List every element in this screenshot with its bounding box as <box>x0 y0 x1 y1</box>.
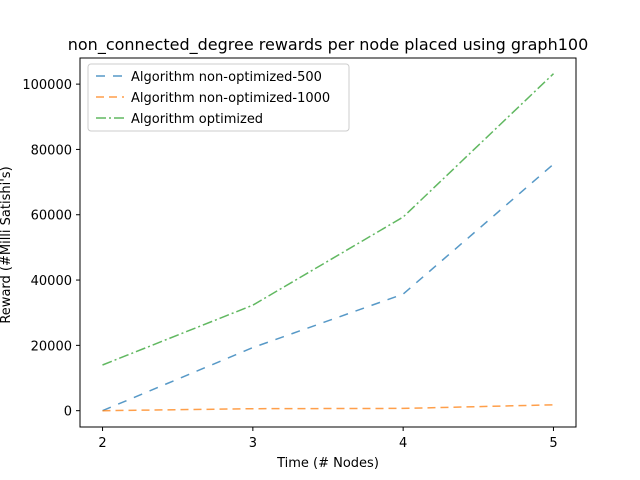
x-axis-label: Time (# Nodes) <box>276 456 379 471</box>
y-tick-label: 0 <box>64 405 72 420</box>
legend-box <box>87 63 350 132</box>
series-line-2 <box>102 404 554 412</box>
series-line-3 <box>102 73 555 366</box>
series-line-1 <box>102 163 554 412</box>
y-axis-label: Reward (#Milli Satishi's) <box>0 166 14 323</box>
y-tick-label: 80000 <box>31 143 72 158</box>
legend-label-3: Algorithm optimized <box>131 112 263 127</box>
x-tick-label: 2 <box>98 436 106 451</box>
legend-label-1: Algorithm non-optimized-500 <box>131 70 322 85</box>
y-tick-label: 40000 <box>31 274 72 289</box>
chart-title: non_connected_degree rewards per node pl… <box>68 35 589 55</box>
x-tick-label: 5 <box>549 436 557 451</box>
axes-frame <box>79 57 577 428</box>
x-tick-label: 4 <box>399 436 407 451</box>
legend-label-2: Algorithm non-optimized-1000 <box>131 91 330 106</box>
y-tick-label: 60000 <box>31 209 72 224</box>
legend: Algorithm non-optimized-500 Algorithm non… <box>87 63 350 132</box>
axes-layer: 2 3 4 5 0 20000 40000 60000 80000 100000 <box>22 57 577 451</box>
series-layer <box>102 73 555 412</box>
x-tick-label: 3 <box>249 436 257 451</box>
y-tick-label: 100000 <box>22 78 72 93</box>
y-tick-label: 20000 <box>31 339 72 354</box>
